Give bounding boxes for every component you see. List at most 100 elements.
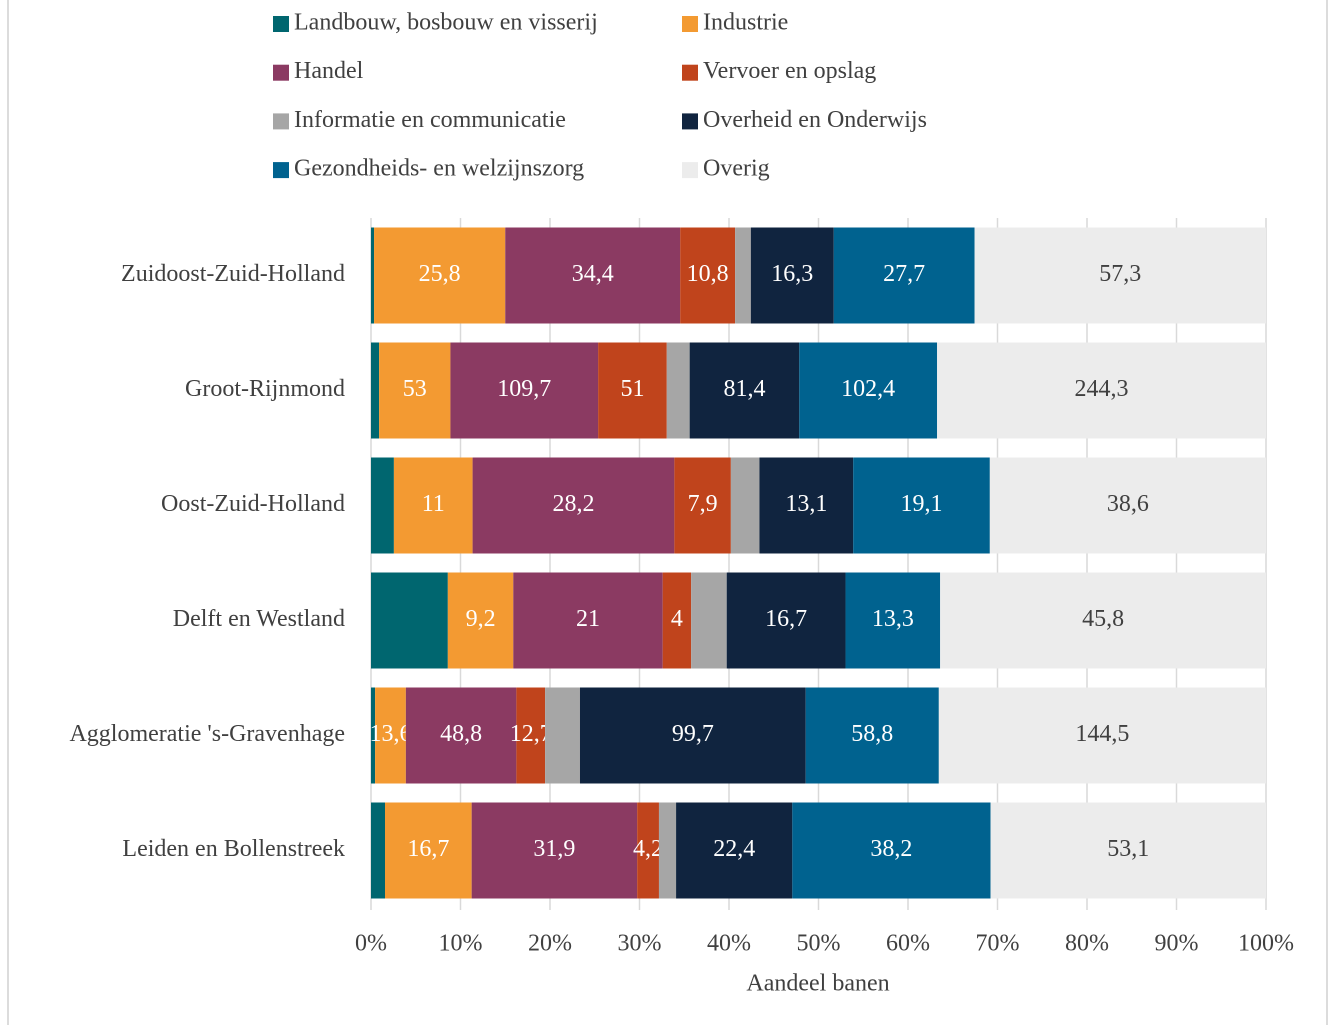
bar-segment — [658, 802, 677, 899]
x-tick-label: 30% — [618, 931, 662, 957]
data-label: 16,7 — [407, 836, 449, 862]
bar-segment — [371, 802, 386, 899]
legend-swatch — [273, 162, 289, 179]
data-label: 53,1 — [1107, 836, 1149, 862]
bar-segment — [471, 802, 638, 899]
data-label: 7,9 — [688, 491, 718, 517]
data-label: 53 — [403, 376, 427, 402]
bar-segment — [371, 342, 380, 439]
bar-segment — [393, 457, 473, 554]
bar-segment — [676, 802, 793, 899]
chart-frame — [7, 0, 1328, 1025]
bar-segment — [447, 572, 514, 669]
x-tick-label: 10% — [439, 931, 483, 957]
bar-segment — [974, 227, 1266, 324]
bar-segment — [545, 687, 580, 784]
bar-segment — [759, 457, 854, 554]
legend-label: Overheid en Onderwijs — [703, 107, 927, 133]
data-label: 57,3 — [1099, 261, 1141, 287]
data-label: 27,7 — [883, 261, 925, 287]
x-tick-label: 90% — [1155, 931, 1199, 957]
y-tick-label: Zuidoost-Zuid-Holland — [121, 261, 345, 287]
bar-segment — [662, 572, 692, 669]
bar-segment — [853, 457, 990, 554]
legend-label: Handel — [294, 58, 364, 84]
bar-segment — [472, 457, 675, 554]
bar-segment — [371, 572, 448, 669]
bar-segment — [513, 572, 663, 669]
y-tick-label: Oost-Zuid-Holland — [161, 491, 345, 517]
bar-segment — [726, 572, 846, 669]
bar-segment — [374, 227, 506, 324]
bar-segment — [450, 342, 599, 439]
data-label: 25,8 — [419, 261, 461, 287]
data-label: 244,3 — [1075, 376, 1129, 402]
data-label: 16,7 — [765, 606, 807, 632]
x-tick-label: 100% — [1238, 931, 1294, 957]
bar-segment — [938, 687, 1266, 784]
bar-segment — [750, 227, 834, 324]
bar-segment — [505, 227, 681, 324]
data-label: 22,4 — [713, 836, 755, 862]
bar-segment — [940, 572, 1266, 669]
bar-segment — [385, 802, 472, 899]
bar-segment — [990, 802, 1266, 899]
bar-segment — [805, 687, 939, 784]
bar-segment — [674, 457, 731, 554]
legend-label: Landbouw, bosbouw en visserij — [294, 10, 598, 36]
data-label: 102,4 — [841, 376, 895, 402]
bar-segment — [680, 227, 736, 324]
legend-swatch — [273, 16, 289, 32]
x-tick-label: 70% — [976, 931, 1020, 957]
data-label: 109,7 — [497, 376, 551, 402]
data-label: 13,6 — [369, 721, 411, 747]
bar-segment — [598, 342, 667, 439]
legend-label: Gezondheids- en welzijnszorg — [294, 156, 584, 182]
data-label: 13,3 — [872, 606, 914, 632]
data-label: 99,7 — [672, 721, 714, 747]
bar-segment — [516, 687, 546, 784]
x-tick-label: 60% — [886, 931, 930, 957]
bar-segment — [845, 572, 941, 669]
x-tick-label: 80% — [1065, 931, 1109, 957]
data-label: 21 — [576, 606, 600, 632]
legend-label: Overig — [703, 156, 770, 182]
legend-swatch — [682, 113, 698, 130]
data-label: 10,8 — [687, 261, 729, 287]
x-tick-label: 40% — [707, 931, 751, 957]
bar-segment — [379, 342, 451, 439]
bar-segment — [689, 342, 800, 439]
bar-segment — [799, 342, 938, 439]
bar-segment — [792, 802, 991, 899]
legend-label: Informatie en communicatie — [294, 107, 566, 133]
legend-swatch — [682, 162, 698, 179]
x-tick-label: 0% — [355, 931, 387, 957]
x-tick-label: 20% — [528, 931, 572, 957]
y-tick-label: Delft en Westland — [173, 606, 345, 632]
bar-segment — [371, 227, 375, 324]
bar-segment — [730, 457, 760, 554]
data-label: 12,7 — [510, 721, 552, 747]
data-label: 38,2 — [870, 836, 912, 862]
data-label: 13,1 — [785, 491, 827, 517]
bar-segment — [833, 227, 975, 324]
data-label: 38,6 — [1107, 491, 1149, 517]
bar-segment — [579, 687, 806, 784]
bar-segment — [691, 572, 727, 669]
data-label: 19,1 — [901, 491, 943, 517]
data-label: 9,2 — [466, 606, 496, 632]
data-label: 81,4 — [723, 376, 765, 402]
legend-swatch — [682, 64, 698, 81]
bar-segment — [735, 227, 751, 324]
data-label: 11 — [422, 491, 445, 517]
data-label: 51 — [620, 376, 644, 402]
data-label: 4,2 — [633, 836, 663, 862]
bar-segment — [937, 342, 1266, 439]
bar-segment — [375, 687, 406, 784]
y-tick-label: Agglomeratie 's-Gravenhage — [69, 721, 345, 747]
legend-swatch — [682, 16, 698, 32]
legend-label: Vervoer en opslag — [703, 58, 876, 84]
bar-segment — [371, 457, 394, 554]
data-label: 31,9 — [533, 836, 575, 862]
